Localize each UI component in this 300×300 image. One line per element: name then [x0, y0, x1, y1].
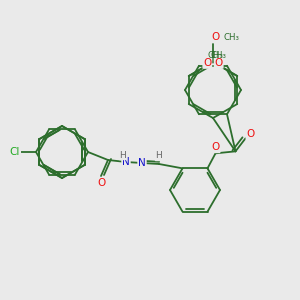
Text: N: N	[122, 157, 130, 167]
Text: H: H	[120, 151, 126, 160]
Text: Cl: Cl	[10, 147, 20, 157]
Text: O: O	[246, 129, 255, 139]
Text: CH₃: CH₃	[207, 50, 223, 59]
Text: O: O	[214, 58, 223, 68]
Text: O: O	[203, 58, 212, 68]
Text: CH₃: CH₃	[211, 50, 227, 59]
Text: H: H	[156, 152, 162, 160]
Text: CH₃: CH₃	[224, 32, 240, 41]
Text: O: O	[211, 32, 219, 42]
Text: O: O	[97, 178, 105, 188]
Text: N: N	[138, 158, 146, 168]
Text: O: O	[212, 142, 220, 152]
